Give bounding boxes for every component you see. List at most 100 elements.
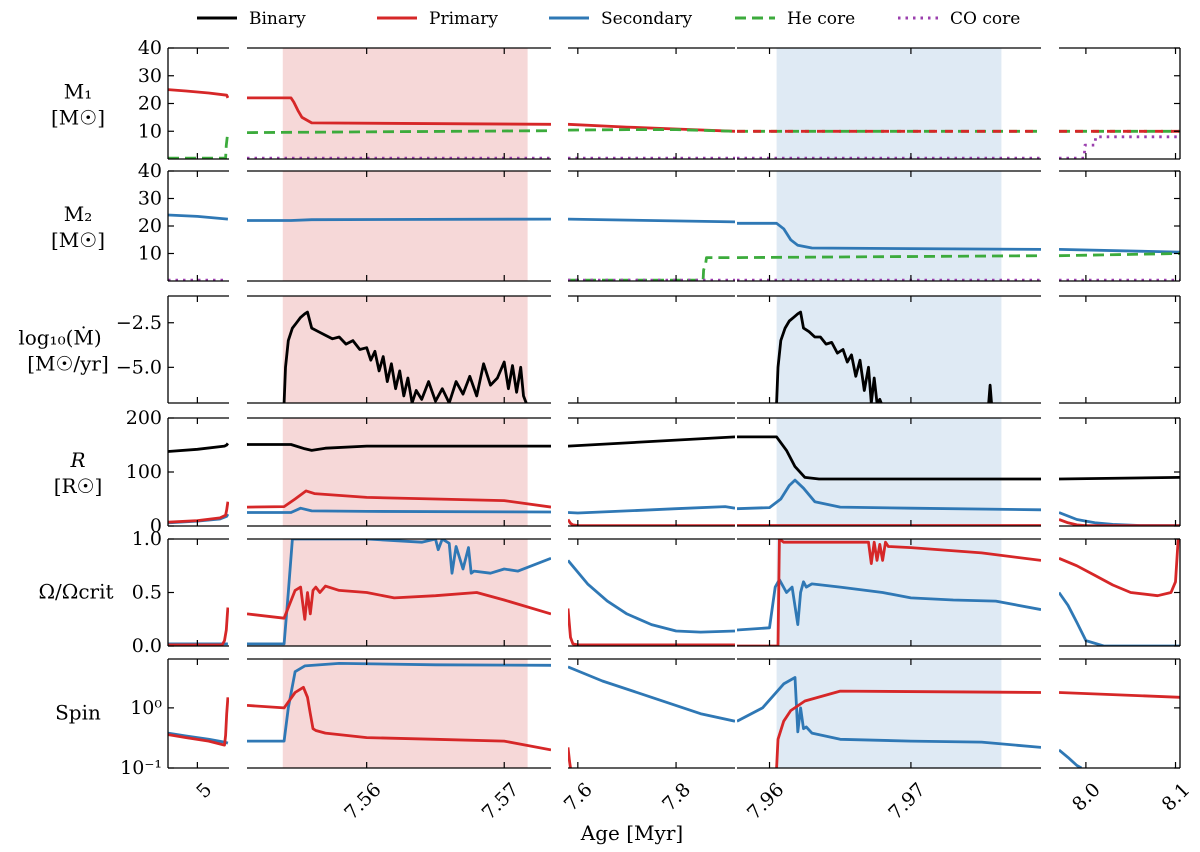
x-tick-label: 7.97	[884, 779, 929, 824]
y-tick-label: 0.5	[132, 582, 162, 604]
series-line-secondary	[247, 506, 551, 514]
panel-row1-seg2	[247, 47, 551, 160]
series-group	[168, 607, 229, 646]
panel-row3-seg2	[247, 295, 551, 404]
x-tick-label: 7.6	[560, 779, 597, 816]
series-group	[1059, 248, 1180, 281]
y-tick-label: 0	[150, 515, 162, 537]
series-line-primary	[247, 96, 551, 126]
panel-row5-seg3	[568, 538, 735, 647]
series-line-secondary	[168, 213, 229, 221]
panel-row2-seg3	[568, 170, 735, 282]
panel-row4-seg2	[247, 417, 551, 527]
shaded-region	[282, 659, 528, 768]
y-tick-label: 30	[138, 188, 162, 210]
series-line-he	[1059, 252, 1180, 258]
legend-label-primary: Primary	[429, 9, 498, 29]
y-axis-label-row3: [M☉/yr]	[27, 352, 109, 376]
panel-row3-seg3	[568, 295, 735, 404]
series-line-binary	[168, 442, 229, 453]
series-line-binary	[568, 435, 735, 448]
series-line-primary	[1059, 691, 1180, 699]
series-line-secondary	[737, 221, 1041, 251]
series-line-primary	[168, 88, 229, 99]
y-axis-label-row3: log₁₀(Ṁ)	[18, 326, 101, 350]
panel-row5-seg1: 0.0 0.5 1.0	[132, 528, 229, 657]
y-tick-label: 30	[138, 65, 162, 87]
series-line-he	[568, 256, 735, 281]
series-group	[1059, 129, 1180, 159]
series-line-primary	[247, 685, 551, 752]
x-tick-label: 7.56	[340, 779, 385, 824]
series-group	[568, 217, 735, 281]
y-tick-label: 40	[138, 37, 162, 59]
shaded-region	[282, 48, 528, 159]
y-tick-label: 10⁻¹	[120, 757, 162, 779]
legend-label-secondary: Secondary	[601, 9, 693, 29]
y-tick-label: 20	[138, 93, 162, 115]
series-group	[247, 662, 551, 752]
panel-row6-seg4	[737, 658, 1041, 769]
shaded-region	[282, 171, 528, 281]
series-group	[247, 443, 551, 514]
panel-row3-seg4	[737, 295, 1041, 404]
series-group	[568, 435, 735, 526]
series-line-secondary	[568, 505, 735, 515]
series-group	[247, 217, 551, 222]
series-line-secondary	[1059, 591, 1180, 646]
y-tick-label: 10⁰	[130, 697, 162, 719]
series-line-primary	[568, 747, 572, 768]
panel-row6-seg2	[247, 658, 551, 769]
series-group	[568, 122, 735, 159]
series-group	[737, 129, 1041, 159]
series-line-secondary	[247, 662, 551, 743]
panel-row2-seg2	[247, 170, 551, 282]
series-group	[168, 213, 229, 281]
series-line-primary	[1059, 539, 1180, 598]
series-line-binary	[247, 443, 551, 452]
series-line-he	[168, 131, 229, 159]
y-tick-label: 200	[126, 407, 162, 429]
panel-row6-seg3	[568, 658, 735, 769]
series-group	[737, 221, 1041, 281]
series-line-primary	[568, 608, 735, 646]
series-line-binary	[737, 435, 1041, 481]
panel-row4-seg1: 0 100 200	[126, 407, 229, 537]
shaded-region	[776, 48, 1002, 159]
series-group	[775, 310, 993, 403]
shaded-region	[776, 171, 1002, 281]
y-tick-label: 20	[138, 215, 162, 237]
series-group	[247, 539, 551, 646]
y-axis-label-row6: Spin	[55, 701, 101, 725]
panel-row1-seg3	[568, 47, 735, 160]
series-group	[168, 697, 229, 747]
y-tick-label: 0.0	[132, 635, 162, 657]
series-line-secondary	[737, 478, 1041, 512]
series-group	[1059, 691, 1180, 768]
series-line-secondary	[568, 665, 735, 723]
series-line-primary	[168, 697, 229, 747]
panel-row6-seg5	[1059, 658, 1181, 769]
series-line-primary	[168, 501, 229, 524]
panel-row3-seg5	[1059, 295, 1181, 404]
y-axis-label-row1: M₁	[64, 80, 93, 104]
y-axis-label-row1: [M☉]	[51, 106, 105, 130]
legend-label-co: CO core	[950, 9, 1020, 29]
y-tick-label: 1.0	[132, 528, 162, 550]
chart-panels: M₁[M☉]10203040M₂[M☉]10203040log₁₀(Ṁ)[M☉/…	[18, 37, 1194, 824]
series-group	[737, 676, 1041, 768]
series-line-secondary	[247, 539, 551, 646]
panel-row5-seg4	[737, 538, 1041, 647]
x-tick-label: 7.57	[478, 779, 523, 824]
shaded-region	[282, 539, 528, 646]
panel-row4-seg5	[1059, 417, 1181, 527]
shaded-region	[776, 659, 1002, 768]
x-tick-label: 5	[192, 779, 216, 803]
x-tick-label: 7.96	[743, 779, 788, 824]
series-line-secondary	[568, 217, 735, 224]
series-line-secondary	[1059, 248, 1180, 254]
shaded-region	[282, 418, 528, 526]
x-axis-label: Age [Myr]	[580, 821, 683, 845]
series-line-primary	[568, 518, 735, 526]
series-line-secondary	[568, 559, 735, 634]
